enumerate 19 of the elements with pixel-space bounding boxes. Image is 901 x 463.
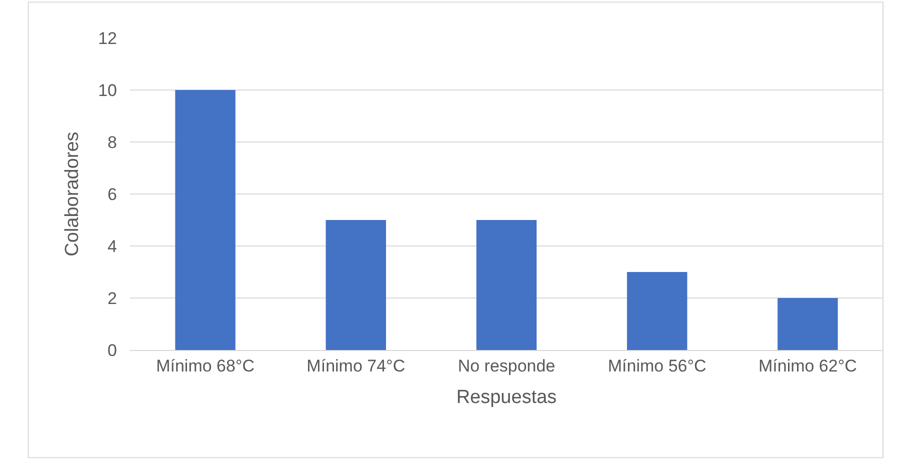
y-axis-title: Colaboradores: [62, 132, 83, 256]
bar: [326, 220, 386, 350]
x-tick-label: Mínimo 62°C: [758, 356, 857, 376]
x-tick-label: Mínimo 74°C: [306, 356, 406, 376]
y-tick-label: 6: [108, 184, 117, 204]
y-tick-label: 0: [108, 340, 117, 360]
bar: [175, 90, 236, 350]
x-tick-label: Mínimo 68°C: [156, 356, 255, 376]
x-tick-label: No responde: [458, 356, 556, 376]
x-tick-label: Mínimo 56°C: [608, 356, 706, 376]
bar: [626, 272, 688, 350]
bar: [476, 220, 537, 350]
x-axis-title: Respuestas: [456, 387, 557, 408]
y-tick-label: 10: [98, 80, 117, 100]
y-tick-label: 12: [98, 28, 117, 48]
bar: [778, 298, 838, 350]
y-tick-label: 2: [108, 288, 117, 308]
y-tick-label: 4: [108, 236, 117, 256]
y-tick-label: 8: [108, 132, 117, 152]
